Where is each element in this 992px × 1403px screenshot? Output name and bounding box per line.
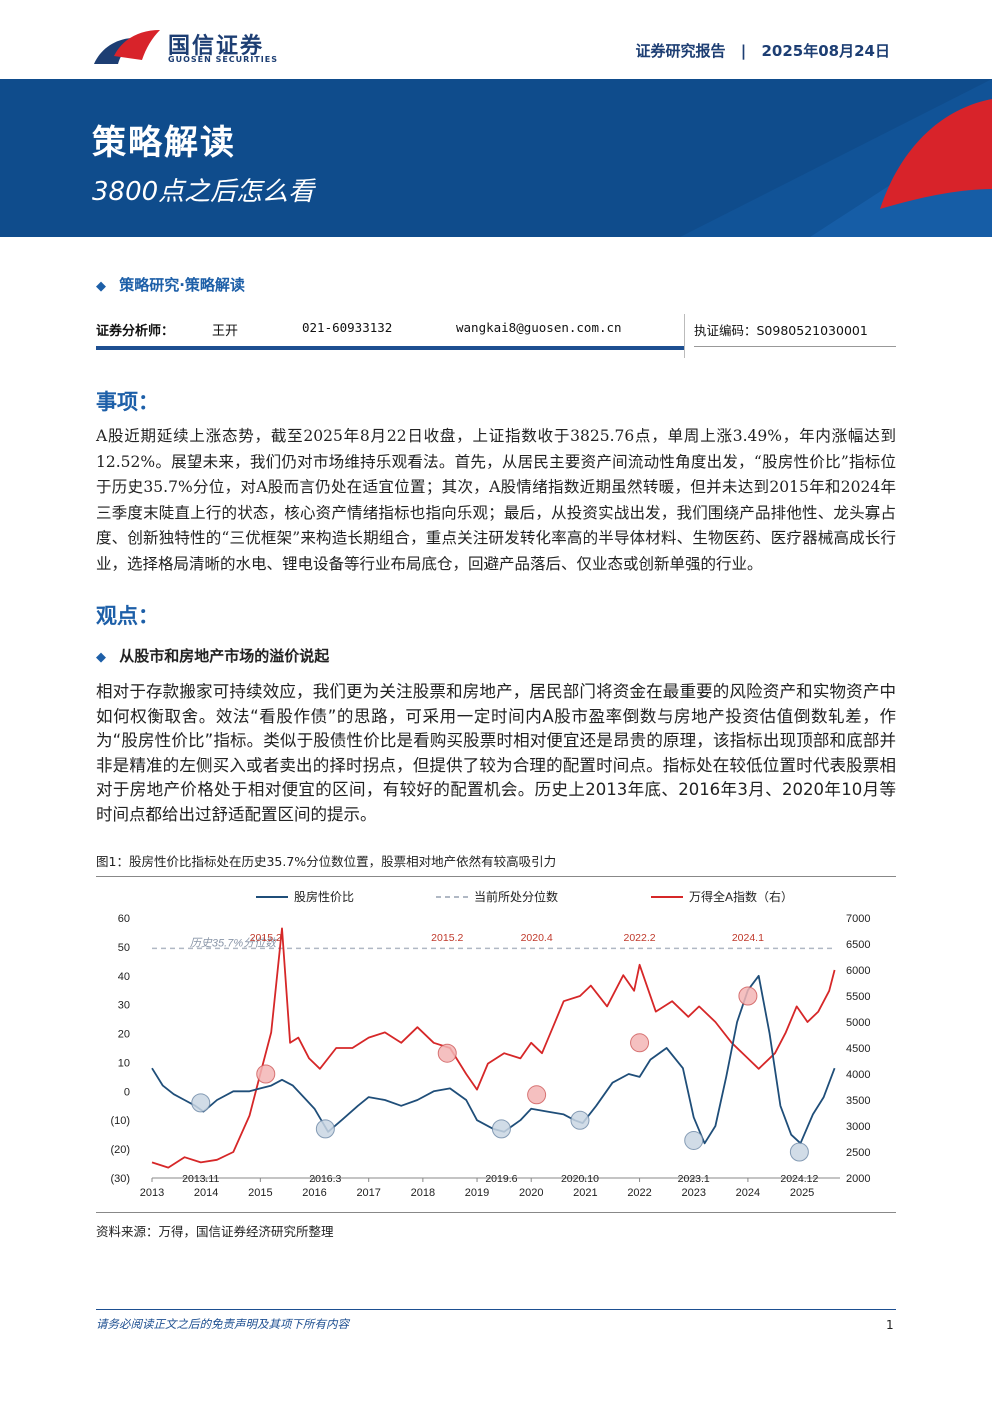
highlight-circle: [527, 1085, 547, 1105]
bottom-highlight-label: 2019.6: [485, 1173, 517, 1185]
matters-paragraph: A股近期延续上涨态势，截至2025年8月22日收盘，上证指数收于3825.76点…: [96, 427, 896, 573]
views-subheading-text: 从股市和房地产市场的溢价说起: [119, 647, 330, 665]
y-left-tick-label: (10): [110, 1115, 130, 1127]
figure-rule-bottom: [96, 1212, 896, 1213]
y-left-tick-label: 20: [118, 1029, 130, 1041]
x-tick-label: 2020: [519, 1187, 543, 1199]
views-heading: 观点：: [96, 604, 159, 628]
y-right-tick-label: 4500: [846, 1043, 870, 1055]
y-left-tick-label: 50: [118, 942, 130, 954]
x-tick-label: 2016: [302, 1187, 326, 1199]
bottom-highlight-label: 2016.3: [309, 1173, 341, 1185]
bottom-highlight-label: 2024.12: [780, 1173, 818, 1185]
x-tick-label: 2021: [573, 1187, 597, 1199]
y-right-tick-label: 2500: [846, 1147, 870, 1159]
highlight-circle: [684, 1130, 704, 1150]
top-highlight-label: 2015.2: [431, 932, 463, 944]
highlight-circle: [315, 1119, 335, 1139]
x-tick-label: 2014: [194, 1187, 218, 1199]
x-tick-label: 2022: [627, 1187, 651, 1199]
y-right-tick-label: 2000: [846, 1173, 870, 1185]
bottom-highlight-label: 2013.11: [182, 1173, 219, 1185]
diamond-icon: ◆: [96, 650, 106, 665]
x-tick-label: 2019: [465, 1187, 489, 1199]
analyst-rule-thick: [96, 346, 684, 350]
figure-rule-top: [96, 876, 896, 877]
y-right-tick-label: 5000: [846, 1017, 870, 1029]
y-right-tick-label: 7000: [846, 913, 870, 925]
top-highlight-label: 2022.2: [623, 932, 655, 944]
y-left-tick-label: 40: [118, 971, 130, 983]
y-left-tick-label: 30: [118, 1000, 130, 1012]
section-tag: ◆ 策略研究·策略解读: [96, 274, 245, 295]
y-right-tick-label: 4000: [846, 1069, 870, 1081]
header-separator: |: [740, 42, 747, 60]
guosen-logo-icon: [94, 30, 160, 64]
x-tick-label: 2018: [411, 1187, 435, 1199]
analyst-name: 王开: [212, 324, 239, 339]
analyst-rule-thin: [694, 346, 896, 347]
top-highlight-label: 2024.1: [732, 932, 764, 944]
highlight-circle: [789, 1142, 809, 1162]
banner-subtitle: 3800点之后怎么看: [92, 177, 315, 207]
banner-title: 策略解读: [92, 123, 236, 163]
footer-rule: [96, 1309, 896, 1310]
banner-decoration: [680, 79, 992, 237]
highlight-circle: [191, 1093, 211, 1113]
analyst-divider: [684, 314, 685, 358]
x-tick-label: 2015: [248, 1187, 272, 1199]
highlight-circle: [437, 1043, 457, 1063]
y-right-tick-label: 6500: [846, 939, 870, 951]
views-subheading: ◆ 从股市和房地产市场的溢价说起: [96, 645, 329, 666]
analyst-label: 证券分析师：: [96, 324, 175, 339]
matters-heading: 事项：: [96, 390, 159, 414]
report-date: 2025年08月24日: [761, 42, 891, 60]
page-number: 1: [886, 1318, 894, 1332]
legend-label-1: 当前所处分位数: [474, 889, 558, 904]
analyst-phone: 021-60933132: [302, 320, 393, 335]
percentile-annotation: 历史35.7%分位数: [190, 936, 278, 949]
figure-source: 资料来源：万得，国信证券经济研究所整理: [96, 1224, 334, 1239]
highlight-circle: [491, 1119, 511, 1139]
y-right-tick-label: 5500: [846, 991, 870, 1003]
y-left-tick-label: 0: [124, 1086, 130, 1098]
highlight-circle: [256, 1064, 276, 1084]
series-line-wind-a-index: [151, 927, 836, 1169]
highlight-circle: [630, 1033, 650, 1053]
x-tick-label: 2025: [790, 1187, 814, 1199]
legend-label-0: 股房性价比: [294, 889, 354, 904]
y-left-tick-label: 10: [118, 1057, 130, 1069]
analyst-license: 执证编码：S0980521030001: [694, 323, 868, 338]
highlight-circle: [570, 1110, 590, 1130]
bottom-highlight-label: 2023.1: [678, 1173, 710, 1185]
footer-disclaimer: 请务必阅读正文之后的免责声明及其项下所有内容: [96, 1317, 349, 1331]
y-right-tick-label: 6000: [846, 965, 870, 977]
chart: 股房性价比 当前所处分位数 万得全A指数（右） 60 50 40 30 20 10 0 (10) (2…: [110, 889, 870, 1199]
top-highlight-label: 2015.2: [250, 932, 282, 944]
report-meta: 证券研究报告 | 2025年08月24日: [636, 40, 890, 61]
logo-text-en: GUOSEN SECURITIES: [168, 55, 278, 64]
analyst-row: 证券分析师： 王开 021-60933132 wangkai8@guosen.c…: [96, 320, 896, 342]
y-left-tick-label: (20): [110, 1144, 130, 1156]
legend-label-2: 万得全A指数（右）: [689, 889, 793, 904]
y-left-tick-label: 60: [118, 913, 130, 925]
y-right-tick-label: 3500: [846, 1095, 870, 1107]
y-right-tick-label: 3000: [846, 1121, 870, 1133]
title-banner: 策略解读 3800点之后怎么看: [0, 79, 992, 237]
x-tick-label: 2013: [140, 1187, 164, 1199]
top-highlight-label: 2020.4: [521, 932, 553, 944]
x-tick-label: 2023: [681, 1187, 705, 1199]
analyst-email[interactable]: wangkai8@guosen.com.cn: [456, 320, 622, 335]
logo-text-cn: 国信证券: [168, 34, 265, 59]
highlight-circle: [738, 986, 758, 1006]
report-type: 证券研究报告: [635, 42, 726, 60]
bottom-highlight-label: 2020.10: [561, 1173, 599, 1185]
x-tick-label: 2024: [736, 1187, 760, 1199]
figure-caption: 图1：股房性价比指标处在历史35.7%分位数位置，股票相对地产依然有较高吸引力: [96, 854, 557, 869]
x-tick-label: 2017: [356, 1187, 380, 1199]
y-left-tick-label: (30): [110, 1173, 130, 1185]
section-tag-text: 策略研究·策略解读: [119, 276, 245, 294]
diamond-icon: ◆: [96, 279, 106, 294]
views-paragraph: 相对于存款搬家可持续效应，我们更为关注股票和房地产，居民部门将资金在最重要的风险…: [96, 682, 896, 824]
